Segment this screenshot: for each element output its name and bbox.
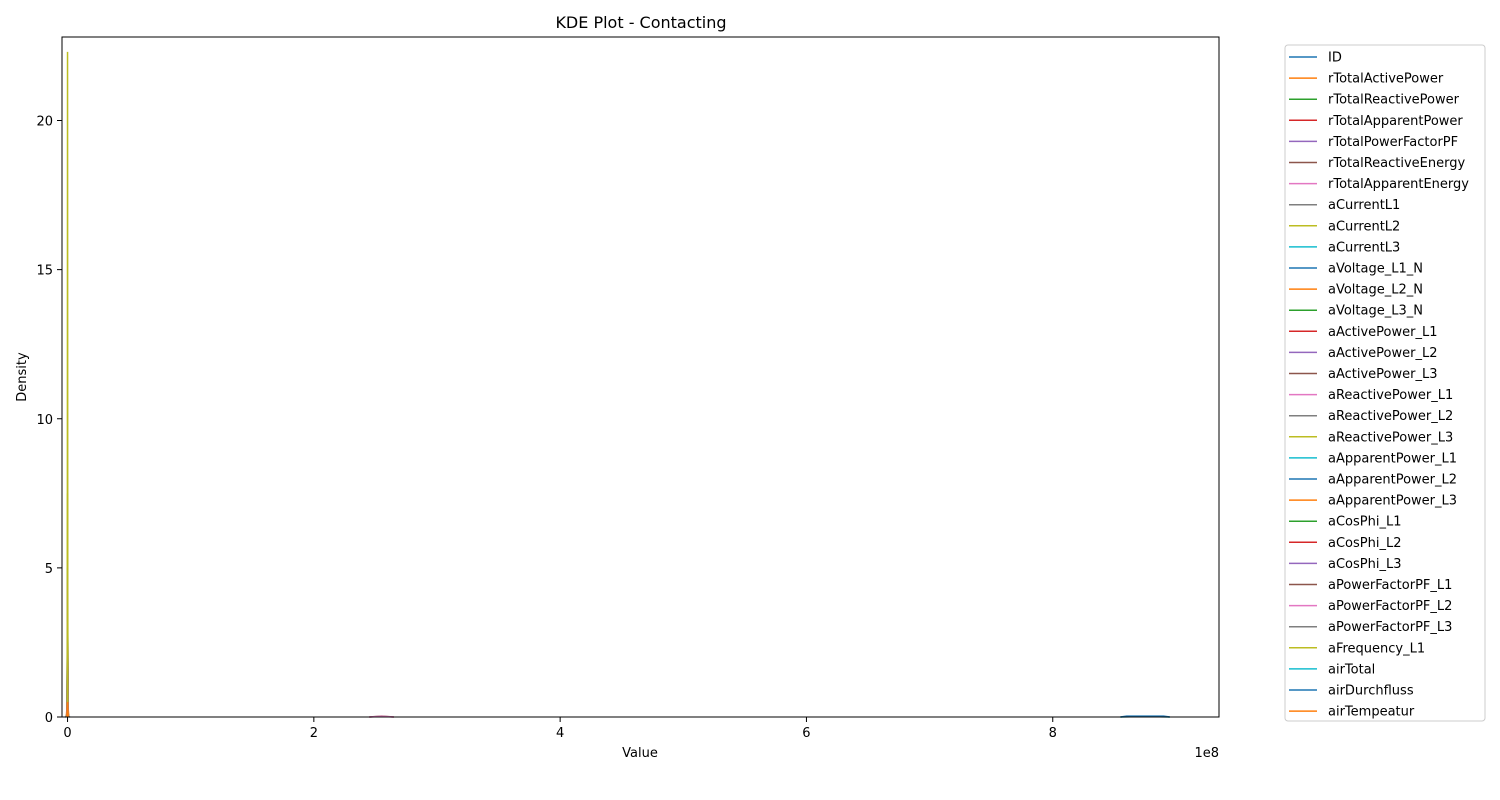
legend-label-18: aReactivePower_L3 <box>1328 430 1453 445</box>
legend-label-19: aApparentPower_L1 <box>1328 451 1457 466</box>
x-tick-label-2: 4 <box>556 726 564 741</box>
legend-label-28: aFrequency_L1 <box>1328 641 1425 656</box>
legend-label-14: aActivePower_L2 <box>1328 346 1438 361</box>
legend-label-2: rTotalReactivePower <box>1328 93 1460 108</box>
x-axis-label: Value <box>622 746 658 761</box>
y-tick-label-1: 5 <box>45 562 53 577</box>
legend-label-21: aApparentPower_L3 <box>1328 494 1457 509</box>
legend-label-5: rTotalReactiveEnergy <box>1328 156 1465 171</box>
legend-label-23: aCosPhi_L2 <box>1328 536 1401 551</box>
legend-label-0: ID <box>1328 51 1342 66</box>
legend-label-12: aVoltage_L3_N <box>1328 304 1423 319</box>
y-tick-label-3: 15 <box>36 264 53 279</box>
legend-label-30: airDurchfluss <box>1328 684 1414 699</box>
y-tick-label-2: 10 <box>36 413 53 428</box>
legend-label-26: aPowerFactorPF_L2 <box>1328 599 1452 614</box>
legend-label-27: aPowerFactorPF_L3 <box>1328 620 1452 635</box>
y-tick-label-4: 20 <box>36 115 53 130</box>
legend-label-22: aCosPhi_L1 <box>1328 515 1401 530</box>
legend: ID rTotalActivePower rTotalReactivePower rT… <box>1285 45 1485 721</box>
legend-label-1: rTotalActivePower <box>1328 72 1444 87</box>
legend-label-17: aReactivePower_L2 <box>1328 409 1453 424</box>
legend-label-13: aActivePower_L1 <box>1328 325 1438 340</box>
legend-label-6: rTotalApparentEnergy <box>1328 177 1469 192</box>
legend-label-20: aApparentPower_L2 <box>1328 473 1457 488</box>
legend-label-10: aVoltage_L1_N <box>1328 262 1423 277</box>
x-tick-label-0: 0 <box>63 726 71 741</box>
legend-label-15: aActivePower_L3 <box>1328 367 1438 382</box>
legend-label-25: aPowerFactorPF_L1 <box>1328 578 1452 593</box>
legend-label-31: airTempeatur <box>1328 705 1415 720</box>
x-axis-offset-label: 1e8 <box>1194 746 1219 761</box>
legend-label-7: aCurrentL1 <box>1328 198 1400 213</box>
legend-label-4: rTotalPowerFactorPF <box>1328 135 1458 150</box>
legend-label-3: rTotalApparentPower <box>1328 114 1463 129</box>
y-axis-label: Density <box>15 352 30 402</box>
legend-label-24: aCosPhi_L3 <box>1328 557 1401 572</box>
x-tick-label-1: 2 <box>310 726 318 741</box>
x-tick-label-3: 6 <box>802 726 810 741</box>
x-tick-label-4: 8 <box>1049 726 1057 741</box>
legend-label-29: airTotal <box>1328 662 1375 677</box>
y-tick-label-0: 0 <box>45 711 53 726</box>
series-line-31 <box>67 702 68 717</box>
legend-label-9: aCurrentL3 <box>1328 240 1400 255</box>
legend-label-11: aVoltage_L2_N <box>1328 283 1423 298</box>
legend-label-8: aCurrentL2 <box>1328 219 1400 234</box>
legend-label-16: aReactivePower_L1 <box>1328 388 1453 403</box>
chart-title: KDE Plot - Contacting <box>555 13 726 32</box>
